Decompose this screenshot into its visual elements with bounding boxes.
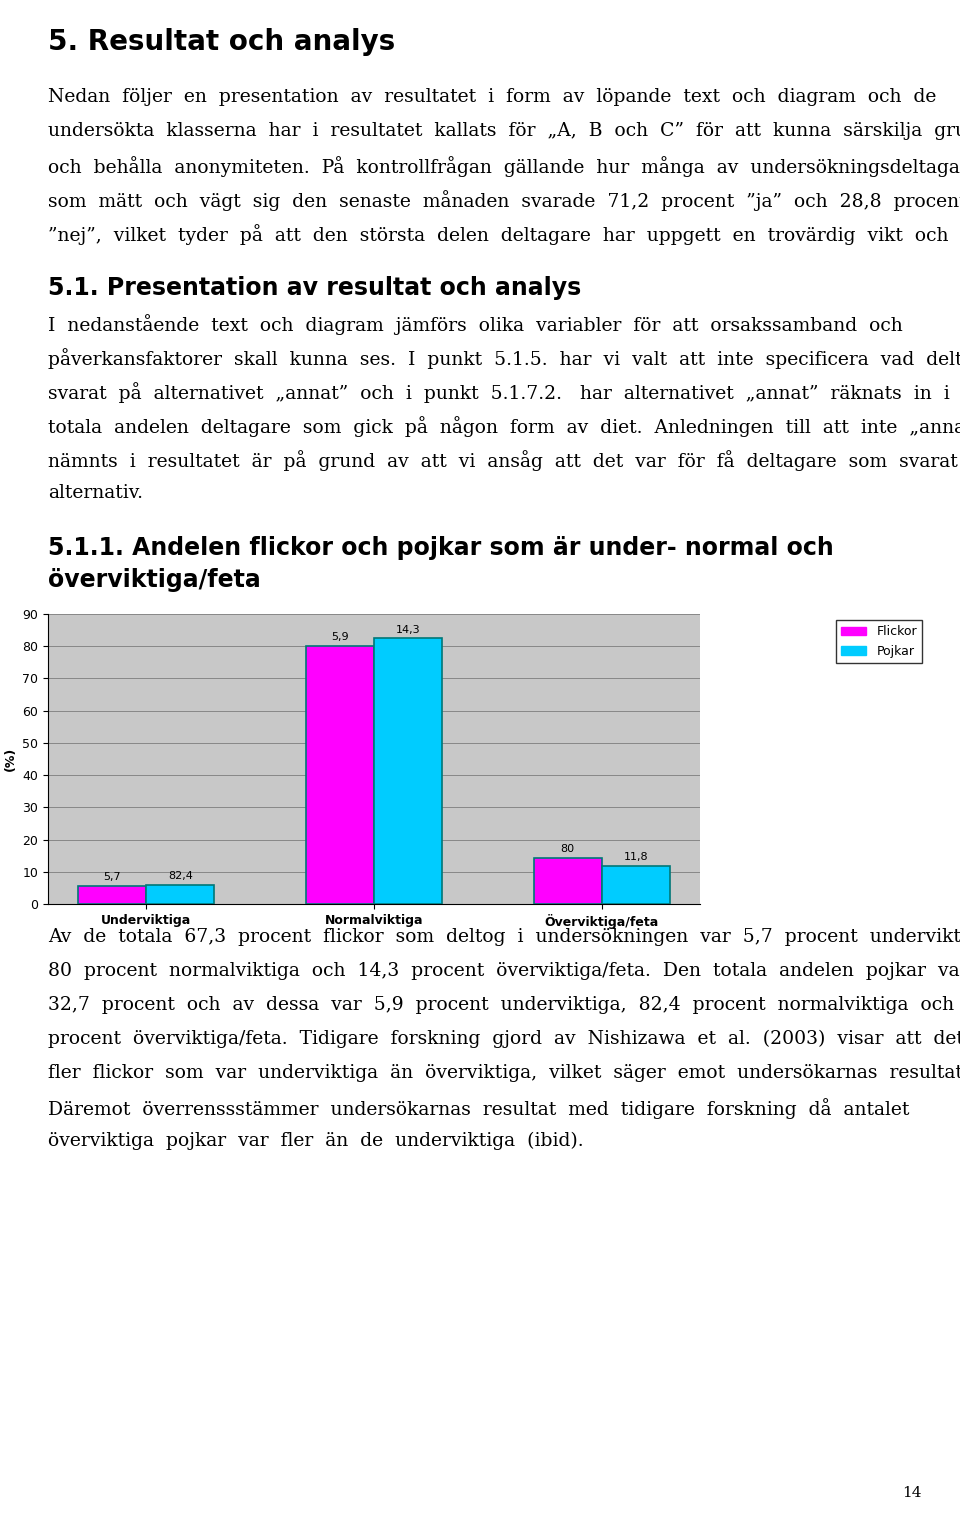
Text: Däremot  överrenssstämmer  undersökarnas  resultat  med  tidigare  forskning  då: Däremot överrenssstämmer undersökarnas r… xyxy=(48,1098,909,1119)
Text: svarat  på  alternativet  „annat”  och  i  punkt  5.1.7.2.   har  alternativet  : svarat på alternativet „annat” och i pun… xyxy=(48,382,960,403)
Text: Nedan  följer  en  presentation  av  resultatet  i  form  av  löpande  text  och: Nedan följer en presentation av resultat… xyxy=(48,88,936,106)
Text: påverkansfaktorer  skall  kunna  ses.  I  punkt  5.1.5.  har  vi  valt  att  int: påverkansfaktorer skall kunna ses. I pun… xyxy=(48,348,960,370)
Text: 80  procent  normalviktiga  och  14,3  procent  överviktiga/feta.  Den  totala  : 80 procent normalviktiga och 14,3 procen… xyxy=(48,961,960,980)
Text: procent  överviktiga/feta.  Tidigare  forskning  gjord  av  Nishizawa  et  al.  : procent överviktiga/feta. Tidigare forsk… xyxy=(48,1030,960,1048)
Bar xyxy=(78,885,146,903)
Text: 5,9: 5,9 xyxy=(331,633,348,642)
Text: 14: 14 xyxy=(902,1486,922,1500)
Text: Av  de  totala  67,3  procent  flickor  som  deltog  i  undersökningen  var  5,7: Av de totala 67,3 procent flickor som de… xyxy=(48,928,960,946)
Text: ”nej”,  vilket  tyder  på  att  den  största  delen  deltagare  har  uppgett  en: ”nej”, vilket tyder på att den största d… xyxy=(48,224,960,245)
Text: 5.1.1. Andelen flickor och pojkar som är under- normal och: 5.1.1. Andelen flickor och pojkar som är… xyxy=(48,535,833,560)
Text: undersökta  klasserna  har  i  resultatet  kallats  för  „A,  B  och  C”  för  a: undersökta klasserna har i resultatet ka… xyxy=(48,122,960,140)
Y-axis label: (%): (%) xyxy=(4,747,16,771)
Text: överviktiga  pojkar  var  fler  än  de  underviktiga  (ibid).: överviktiga pojkar var fler än de underv… xyxy=(48,1132,584,1150)
Text: totala  andelen  deltagare  som  gick  på  någon  form  av  diet.  Anledningen  : totala andelen deltagare som gick på någ… xyxy=(48,417,960,437)
Text: I  nedanstående  text  och  diagram  jämförs  olika  variabler  för  att  orsaks: I nedanstående text och diagram jämförs … xyxy=(48,313,902,335)
Text: nämnts  i  resultatet  är  på  grund  av  att  vi  ansåg  att  det  var  för  få: nämnts i resultatet är på grund av att v… xyxy=(48,450,960,472)
Text: som  mätt  och  vägt  sig  den  senaste  månaden  svarade  71,2  procent  ”ja”  : som mätt och vägt sig den senaste månade… xyxy=(48,190,960,211)
Text: 32,7  procent  och  av  dessa  var  5,9  procent  underviktiga,  82,4  procent  : 32,7 procent och av dessa var 5,9 procen… xyxy=(48,996,960,1015)
Bar xyxy=(534,858,602,903)
Text: 5,7: 5,7 xyxy=(103,872,121,882)
Bar xyxy=(305,646,374,903)
Text: 82,4: 82,4 xyxy=(168,872,193,881)
Text: och  behålla  anonymiteten.  På  kontrollfrågan  gällande  hur  många  av  under: och behålla anonymiteten. På kontrollfrå… xyxy=(48,157,960,176)
Text: 11,8: 11,8 xyxy=(624,852,649,862)
Text: överviktiga/feta: överviktiga/feta xyxy=(48,567,261,592)
Text: 5. Resultat och analys: 5. Resultat och analys xyxy=(48,27,396,56)
Bar xyxy=(602,865,670,903)
Bar xyxy=(146,885,214,903)
Bar xyxy=(374,639,443,903)
Text: 14,3: 14,3 xyxy=(396,625,420,634)
Legend: Flickor, Pojkar: Flickor, Pojkar xyxy=(836,621,922,663)
Text: 5.1. Presentation av resultat och analys: 5.1. Presentation av resultat och analys xyxy=(48,275,581,300)
Text: 80: 80 xyxy=(561,844,575,855)
Text: alternativ.: alternativ. xyxy=(48,484,143,502)
Text: fler  flickor  som  var  underviktiga  än  överviktiga,  vilket  säger  emot  un: fler flickor som var underviktiga än öve… xyxy=(48,1065,960,1081)
